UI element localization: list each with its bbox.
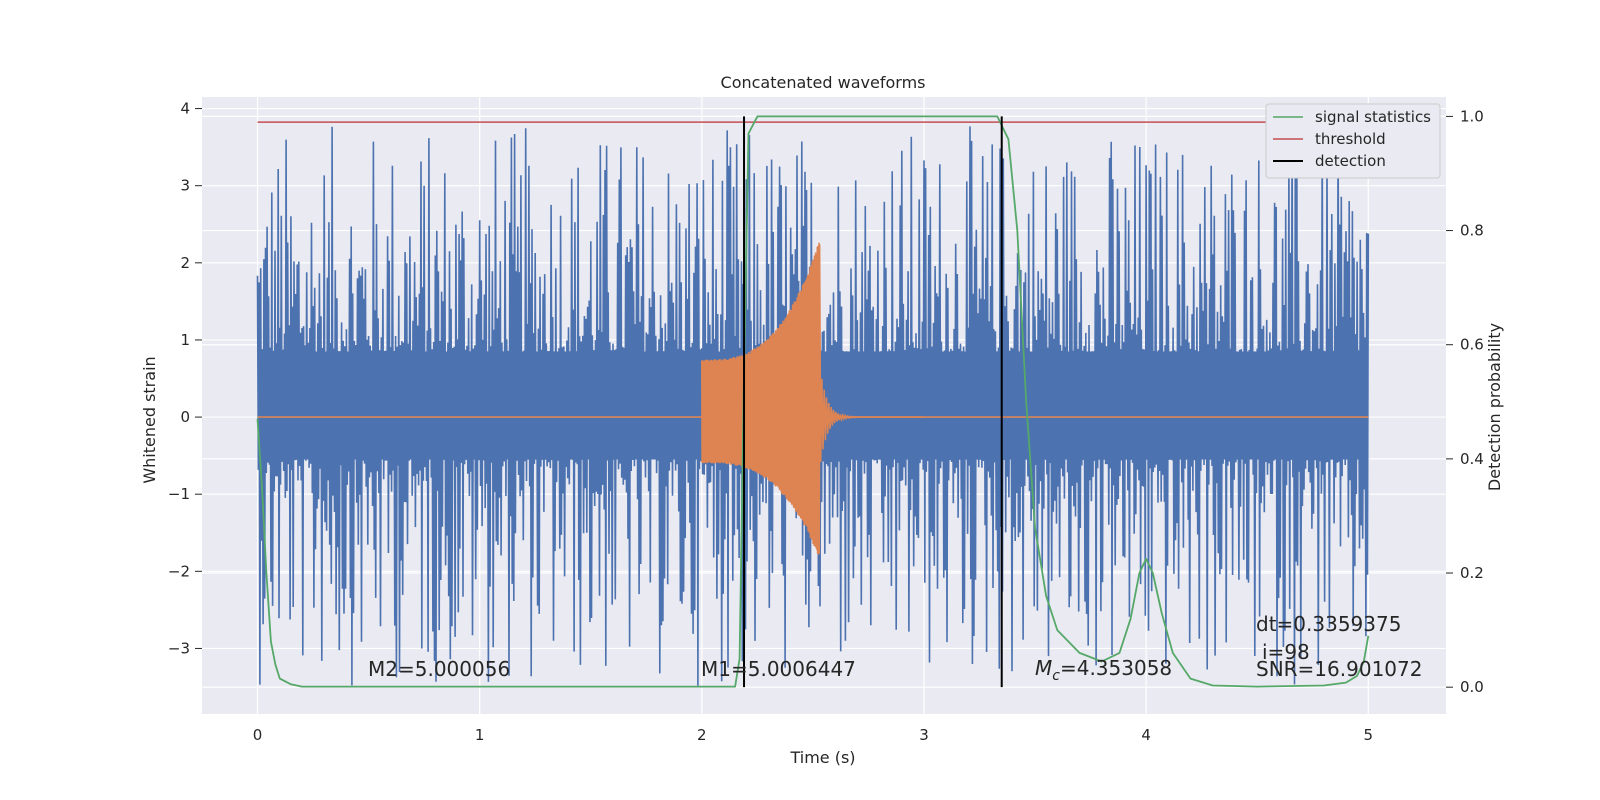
chart-title: Concatenated waveforms	[721, 73, 926, 92]
annotation-mc: Mc=4.353058	[1035, 656, 1172, 684]
y2-tick-label: 0.6	[1460, 336, 1484, 354]
legend-box	[1265, 103, 1441, 179]
annotation-i: i=98	[1262, 640, 1310, 664]
waveform-line	[701, 242, 924, 555]
legend-label-threshold: threshold	[1315, 130, 1386, 148]
y2-tick-label: 1.0	[1460, 107, 1484, 125]
annotation-m1: M1=5.0006447	[701, 657, 856, 681]
y2-tick-label: 0.0	[1460, 678, 1484, 696]
x-tick-label: 1	[475, 726, 485, 744]
x-tick-label: 4	[1141, 726, 1151, 744]
x-tick-label: 0	[253, 726, 263, 744]
signal-statistics-layer	[256, 115, 1370, 688]
y-tick-label: −1	[168, 485, 190, 503]
y-tick-label: −3	[168, 639, 190, 657]
y-tick-label: 0	[180, 408, 190, 426]
y2-tick-label: 0.4	[1460, 450, 1484, 468]
y-tick-label: −2	[168, 562, 190, 580]
waveform-series	[257, 242, 1369, 555]
annotation-dt: dt=0.3359375	[1256, 612, 1401, 636]
legend-label-signal-statistics: signal statistics	[1315, 108, 1431, 126]
y-tick-label: 2	[180, 254, 190, 272]
signal-statistics-line	[256, 115, 1370, 688]
y-tick-label: 4	[180, 100, 190, 118]
x-axis-label: Time (s)	[789, 748, 855, 767]
x-tick-label: 2	[697, 726, 707, 744]
x-tick-label: 5	[1363, 726, 1373, 744]
legend: signal statistics threshold detection	[1265, 103, 1441, 179]
axes: 0 1 2 3 4 5 4 3 2 1 0 −1 −2 −3 1.0 0.8 0.6 0.4 0.2 0.0	[168, 100, 1484, 744]
x-tick-label: 3	[919, 726, 929, 744]
y-axis-label: Whitened strain	[140, 356, 159, 483]
y-tick-label: 3	[180, 177, 190, 195]
legend-label-detection: detection	[1315, 152, 1386, 170]
y2-axis-label: Detection probability	[1485, 323, 1504, 491]
y-tick-label: 1	[180, 331, 190, 349]
y2-tick-label: 0.8	[1460, 222, 1484, 240]
annotations: M2=5.000056 M1=5.0006447 Mc=4.353058 dt=…	[368, 612, 1422, 684]
y2-tick-label: 0.2	[1460, 564, 1484, 582]
annotation-snr: SNR=16.901072	[1256, 657, 1422, 681]
annotation-m2: M2=5.000056	[368, 657, 510, 681]
